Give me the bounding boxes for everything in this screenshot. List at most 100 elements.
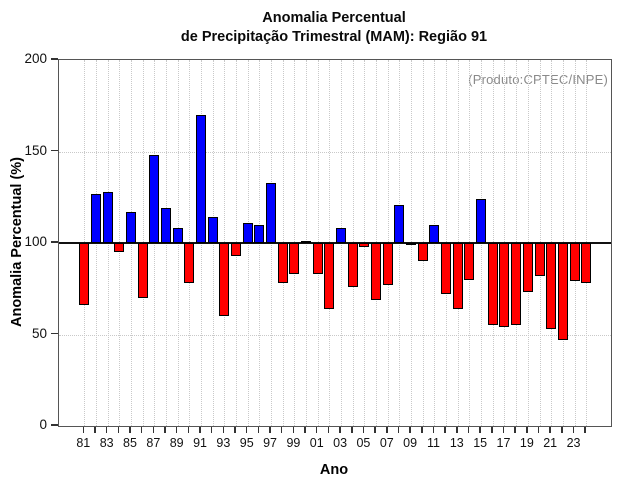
- y-tick: [51, 149, 58, 152]
- x-tick: [245, 427, 248, 433]
- x-tick: [257, 427, 260, 433]
- x-tick-label: 83: [99, 436, 114, 450]
- x-tick-label: 93: [216, 436, 231, 450]
- bar-95: [242, 222, 253, 243]
- x-tick: [210, 427, 213, 433]
- x-tick-label: 07: [379, 436, 394, 450]
- x-tick-label: 85: [123, 436, 137, 450]
- x-tick-label: 91: [193, 436, 207, 450]
- x-tick: [374, 427, 376, 433]
- x-tick: [269, 427, 271, 433]
- x-tick: [315, 427, 318, 433]
- x-tick-label: 11: [426, 436, 440, 450]
- x-tick: [549, 427, 551, 433]
- y-tick-label: 200: [24, 51, 47, 66]
- x-tick-label: 05: [356, 436, 371, 450]
- x-tick: [432, 427, 435, 433]
- bar-81: [79, 243, 90, 306]
- x-tick: [456, 427, 458, 433]
- x-tick: [152, 427, 155, 433]
- x-tick: [199, 427, 201, 433]
- x-tick: [117, 427, 120, 433]
- x-tick: [129, 427, 131, 433]
- x-tick: [572, 427, 575, 433]
- producer-credit-label: (Produto:CPTEC/INPE): [468, 72, 608, 87]
- bar-00: [301, 241, 312, 244]
- bar-01: [312, 243, 323, 275]
- x-tick: [175, 427, 178, 433]
- bar-92: [207, 217, 218, 243]
- x-tick: [444, 427, 446, 433]
- x-tick-label: 09: [403, 436, 418, 450]
- bar-07: [382, 243, 393, 286]
- bar-83: [102, 191, 113, 243]
- bar-10: [417, 243, 428, 262]
- x-tick-label: 81: [76, 436, 91, 450]
- bar-13: [452, 243, 463, 309]
- bar-05: [359, 243, 370, 247]
- y-tick: [51, 241, 58, 243]
- y-tick: [51, 332, 58, 335]
- bar-03: [336, 228, 347, 243]
- bar-87: [149, 155, 160, 243]
- x-tick: [409, 427, 411, 433]
- bar-04: [347, 243, 358, 287]
- x-tick-label: 17: [496, 436, 511, 450]
- x-tick: [187, 427, 190, 433]
- bar-24: [581, 243, 592, 284]
- x-tick: [526, 427, 528, 433]
- chart-title: Anomalia Percentual: [262, 10, 406, 26]
- x-tick-label: 15: [473, 436, 488, 450]
- x-tick: [94, 427, 96, 433]
- horizontal-gridline: [59, 151, 611, 153]
- chart-subtitle: de Precipitação Trimestral (MAM): Região…: [180, 29, 488, 45]
- x-tick: [561, 427, 563, 433]
- horizontal-gridline: [59, 334, 611, 336]
- x-tick-label: 23: [566, 436, 581, 450]
- bar-88: [161, 208, 171, 243]
- x-tick: [105, 427, 108, 433]
- x-tick: [164, 427, 166, 433]
- bar-19: [522, 243, 533, 293]
- x-tick: [351, 427, 353, 433]
- bar-94: [231, 243, 242, 256]
- x-tick: [280, 427, 283, 433]
- bar-82: [90, 193, 101, 243]
- bar-22: [557, 243, 568, 340]
- x-axis-title: Ano: [319, 462, 349, 478]
- x-tick: [514, 427, 516, 433]
- bar-09: [406, 243, 417, 245]
- x-tick: [234, 427, 236, 433]
- bar-85: [125, 211, 136, 243]
- x-tick: [491, 427, 493, 433]
- bar-18: [511, 243, 522, 326]
- bar-90: [184, 243, 195, 284]
- bar-21: [546, 243, 557, 329]
- x-tick: [327, 427, 330, 433]
- y-tick-label: 0: [39, 417, 47, 432]
- baseline-100: [59, 242, 611, 244]
- x-tick: [362, 427, 365, 433]
- x-tick: [502, 427, 505, 433]
- bar-97: [266, 182, 277, 243]
- x-tick-label: 95: [239, 436, 254, 450]
- bar-84: [114, 243, 125, 253]
- bar-20: [534, 243, 545, 276]
- bar-98: [277, 243, 288, 284]
- x-tick: [82, 427, 85, 433]
- bar-91: [196, 114, 207, 243]
- x-tick-label: 97: [263, 436, 277, 450]
- bar-96: [254, 224, 265, 243]
- x-tick-label: 13: [449, 436, 464, 450]
- bar-02: [324, 243, 335, 309]
- x-tick: [421, 427, 423, 433]
- y-tick: [51, 424, 58, 426]
- bar-15: [476, 199, 487, 243]
- bar-17: [499, 243, 510, 328]
- bar-93: [219, 243, 230, 317]
- x-tick-label: 99: [286, 436, 301, 450]
- bar-06: [371, 243, 382, 300]
- x-tick: [140, 427, 143, 433]
- x-tick: [397, 427, 400, 433]
- x-tick-label: 19: [519, 436, 534, 450]
